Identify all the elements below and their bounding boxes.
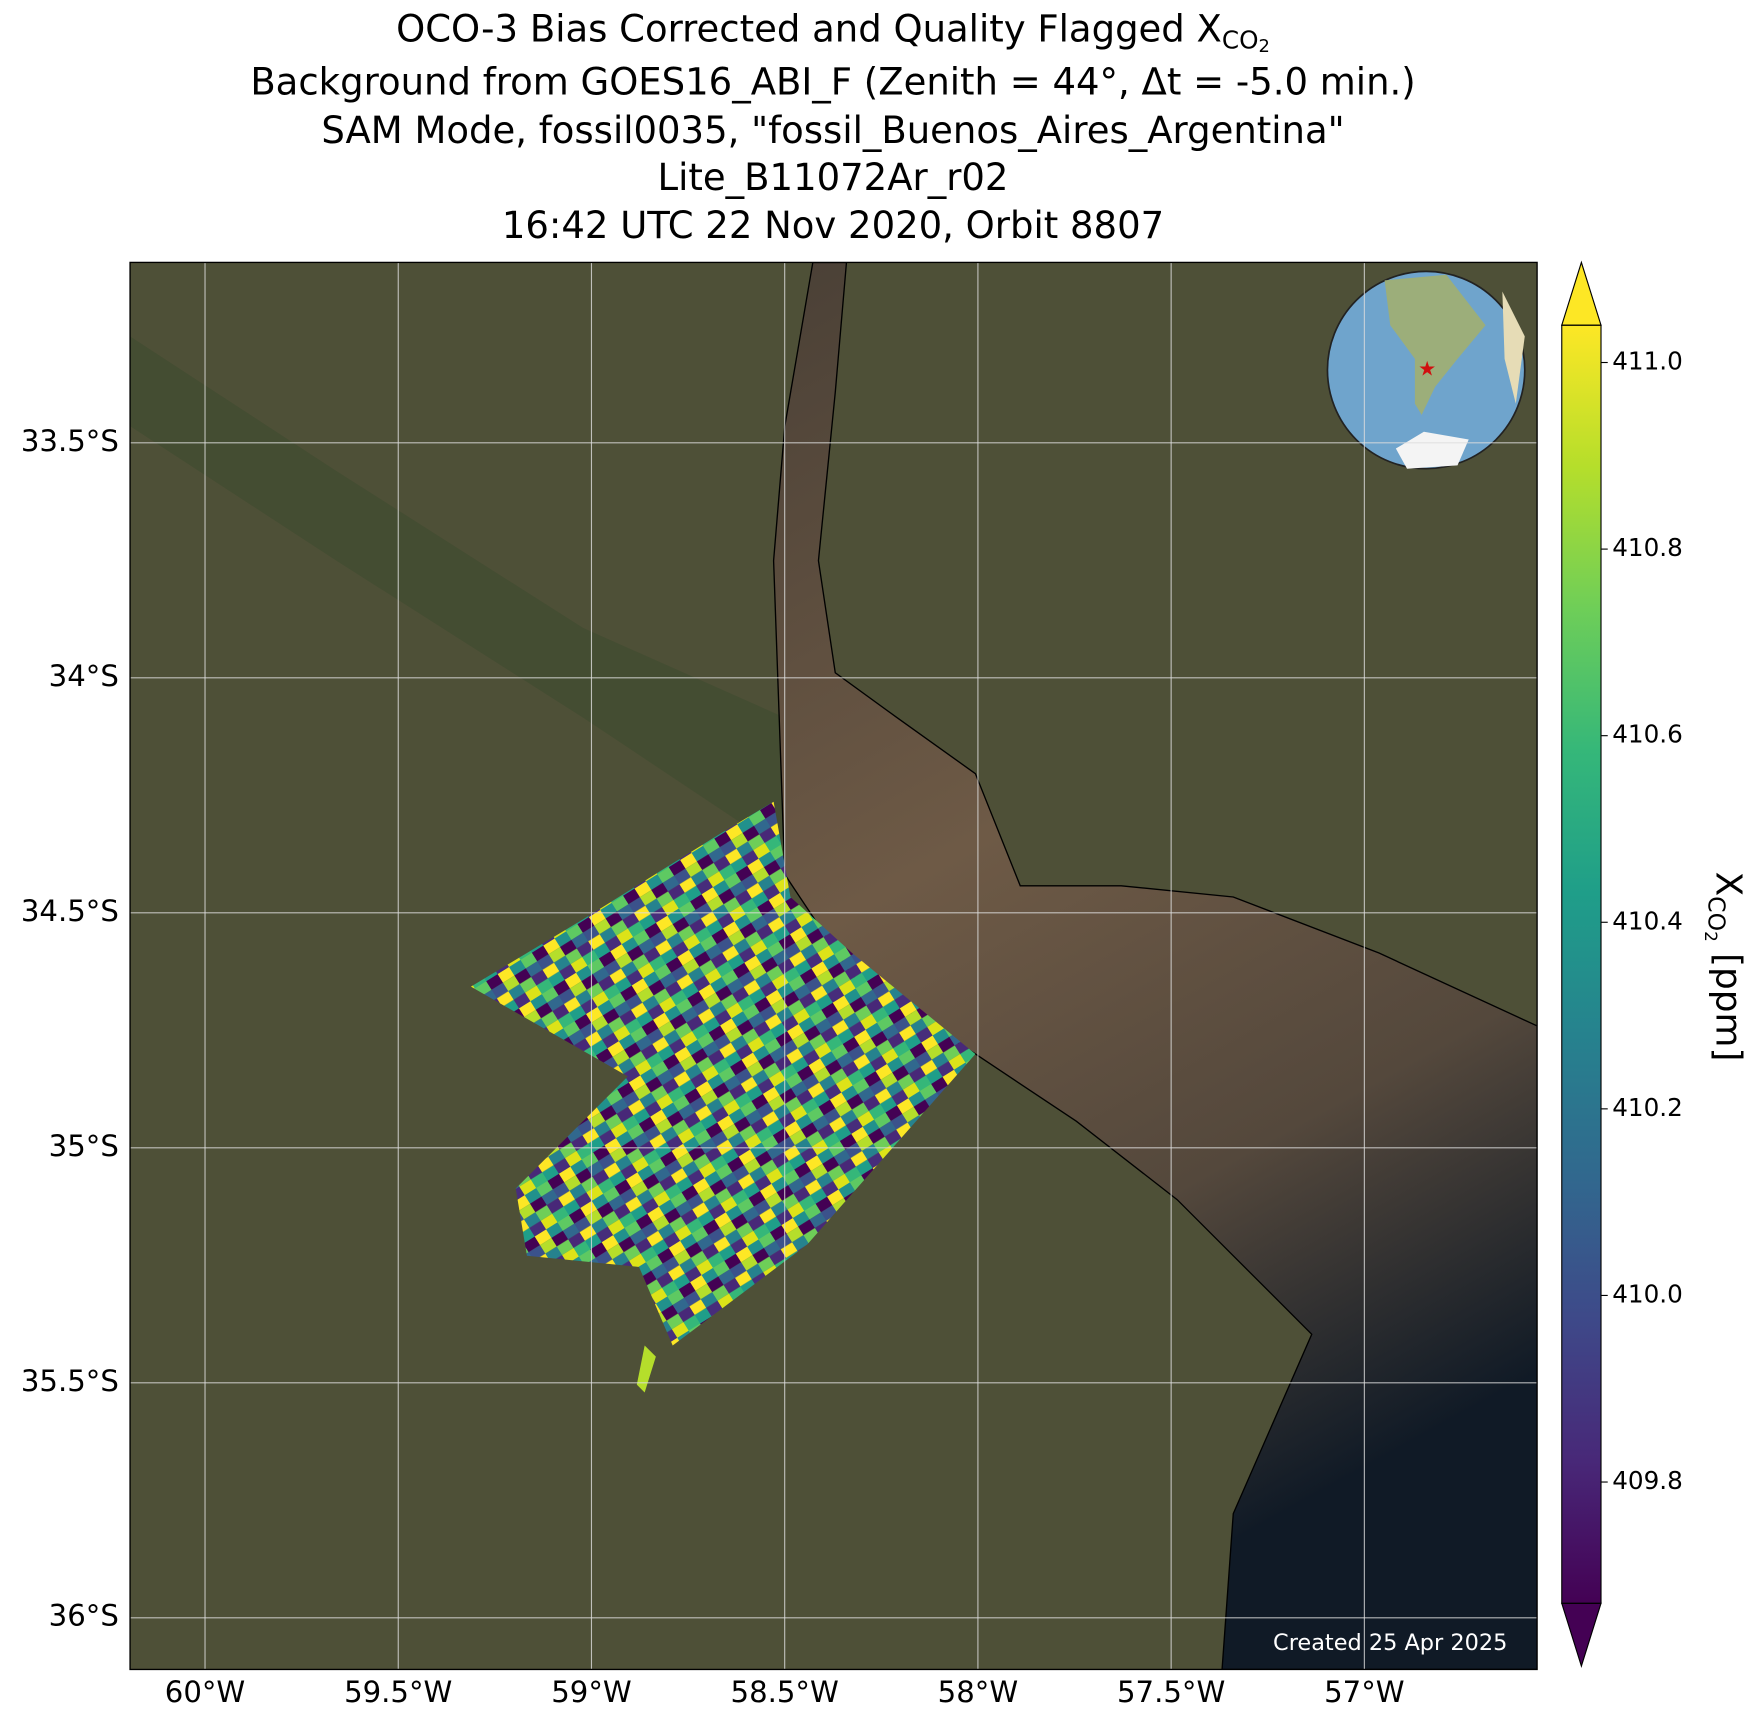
colorbar: 409.8 410.0 410.2 410.4 410.6 410.8 411.0	[1561, 260, 1683, 1668]
x-tick-label: 57°W	[1324, 1675, 1404, 1709]
colorbar-frame	[1561, 324, 1602, 1604]
footer: Created 25 Apr 2025	[1273, 1630, 1507, 1656]
delta	[130, 336, 785, 853]
colorbar-label: XCO2 [ppm]	[1701, 872, 1749, 1062]
x-tick-label: 58.5°W	[731, 1675, 839, 1709]
colorbar-label-sub2: 2	[1701, 931, 1721, 942]
globe-continent	[1384, 274, 1486, 415]
title: OCO-3 Bias Corrected and Quality Flagged…	[396, 7, 1270, 57]
globe-star: ★	[1418, 357, 1436, 381]
colorbar-body	[1561, 325, 1602, 1604]
y-tick-label: 36°S	[49, 1599, 119, 1633]
y-tick-label: 35°S	[49, 1129, 119, 1163]
x-tick-label: 59°W	[551, 1675, 631, 1709]
subtitle: Lite_B11072Ar_r02	[658, 156, 1009, 199]
x-tick-label: 57.5°W	[1117, 1675, 1225, 1709]
title-text: OCO-3 Bias Corrected and Quality Flagged…	[396, 7, 1222, 50]
subtitle: 16:42 UTC 22 Nov 2020, Orbit 8807	[502, 204, 1164, 247]
colorbar-tick-label: 411.0	[1612, 347, 1683, 376]
colorbar-tick-label: 409.8	[1612, 1466, 1683, 1495]
colorbar-tick-label: 410.4	[1612, 906, 1683, 935]
swath-tail	[636, 1345, 656, 1393]
colorbar-tick-label: 410.8	[1612, 533, 1683, 562]
x-tick-label: 58°W	[938, 1675, 1018, 1709]
colorbar-label-sub: CO	[1703, 896, 1731, 931]
y-tick-label: 34°S	[49, 659, 119, 693]
y-tick-label: 33.5°S	[21, 424, 119, 458]
map-frame	[129, 261, 1538, 1671]
colorbar-extend-max	[1561, 260, 1602, 326]
map: ★	[130, 262, 1538, 1670]
subtitle: Background from GOES16_ABI_F (Zenith = 4…	[250, 61, 1415, 104]
y-tick-label: 35.5°S	[21, 1364, 119, 1398]
x-tick-label: 60°W	[165, 1675, 245, 1709]
colorbar-tick-label: 410.2	[1612, 1093, 1683, 1122]
colorbar-label-text: X	[1708, 872, 1749, 897]
title-sub2: 2	[1259, 36, 1270, 57]
x-tick-label: 59.5°W	[344, 1675, 452, 1709]
colorbar-label-unit: [ppm]	[1708, 953, 1749, 1061]
colorbar-extend-min	[1561, 1602, 1602, 1668]
y-tick-label: 34.5°S	[21, 894, 119, 928]
globe-africa	[1502, 291, 1525, 404]
colorbar-tick-label: 410.6	[1612, 720, 1683, 749]
swath	[470, 801, 976, 1346]
grid	[130, 262, 1538, 1670]
colorbar-tick-label: 410.0	[1612, 1279, 1683, 1308]
globe-antarctica	[1395, 431, 1469, 469]
subtitle: SAM Mode, fossil0035, "fossil_Buenos_Air…	[321, 109, 1344, 152]
title-sub: CO	[1222, 26, 1259, 55]
